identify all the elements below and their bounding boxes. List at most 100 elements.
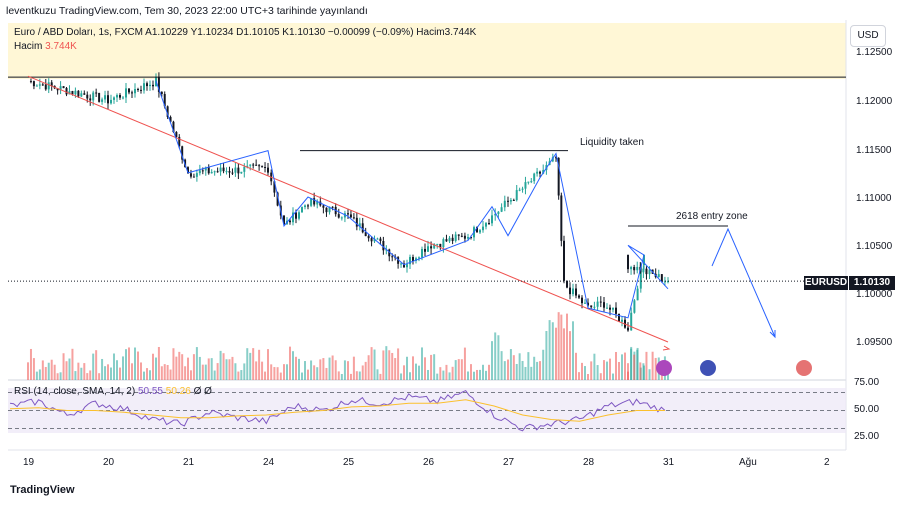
candle-body <box>367 236 370 239</box>
candle-body <box>663 281 666 283</box>
volume-bar <box>412 356 414 380</box>
last-price-tag: 1.10130 <box>849 276 895 290</box>
volume-bar <box>509 349 512 380</box>
volume-bar <box>560 314 563 380</box>
volume-bar <box>98 373 101 380</box>
event-us-flag-icon[interactable] <box>796 360 812 376</box>
volume-bar <box>198 356 201 380</box>
volume-bar <box>497 335 500 380</box>
candle-body <box>612 307 614 310</box>
candle-body <box>216 171 219 173</box>
candle-body <box>243 166 246 172</box>
volume-bar <box>388 350 391 380</box>
candle-body <box>572 288 574 295</box>
x-tick: Ağu <box>739 457 757 468</box>
volume-bar <box>276 367 279 380</box>
volume-bar <box>134 347 136 380</box>
currency-button[interactable]: USD <box>850 25 886 47</box>
volume-bar <box>340 373 343 380</box>
candle-body <box>494 214 497 216</box>
candle-body <box>551 157 554 162</box>
candle-body <box>225 171 228 173</box>
volume-bar <box>140 362 142 380</box>
volume-bar <box>166 365 169 380</box>
candle-body <box>621 319 623 322</box>
candle-body <box>301 207 303 213</box>
volume-bar <box>539 361 541 380</box>
volume-bar <box>609 358 611 380</box>
candle-body <box>175 132 178 137</box>
candle-body <box>128 88 130 93</box>
candle-body <box>80 93 83 97</box>
event-globe-icon[interactable] <box>700 360 716 376</box>
candle-body <box>322 205 325 208</box>
candle-body <box>113 97 115 100</box>
candle-body <box>352 217 355 219</box>
volume-bar <box>89 370 92 380</box>
candle-body <box>264 167 267 169</box>
candle-body <box>110 99 112 104</box>
candle-body <box>376 238 379 240</box>
volume-label: Hacim <box>14 41 43 52</box>
candle-body <box>500 207 503 212</box>
candle-body <box>134 89 136 94</box>
x-tick: 27 <box>503 457 515 468</box>
candle-body <box>382 240 385 251</box>
candle-body <box>249 164 252 166</box>
volume-bar <box>603 360 605 380</box>
candle-body <box>439 243 442 248</box>
volume-bar <box>485 370 487 380</box>
event-flash-icon[interactable] <box>656 360 672 376</box>
candle-body <box>515 190 518 201</box>
candle-body <box>101 99 104 102</box>
candle-body <box>258 165 261 167</box>
candle-body <box>47 82 50 90</box>
volume-bar <box>347 361 349 380</box>
candle-body <box>427 246 429 252</box>
volume-bar <box>157 346 160 380</box>
candle-body <box>557 157 560 196</box>
volume-bar <box>436 373 439 380</box>
candle-body <box>430 246 433 249</box>
volume-bar <box>319 359 322 380</box>
tradingview-logo[interactable]: TradingView <box>10 484 75 496</box>
candle-body <box>283 215 285 225</box>
candle-body <box>77 90 80 97</box>
candle-body <box>187 167 189 174</box>
candle-body <box>642 268 645 273</box>
candle-body <box>606 307 608 309</box>
candle-body <box>204 167 207 171</box>
candle-body <box>657 274 660 278</box>
volume-bar <box>225 359 228 380</box>
volume-bar <box>379 373 382 380</box>
candle-body <box>56 88 59 91</box>
volume-bar <box>424 357 426 380</box>
volume-bar <box>74 371 77 380</box>
volume-bar <box>252 348 255 380</box>
candle-body <box>627 327 629 331</box>
candle-body <box>160 91 163 94</box>
candle-body <box>143 83 145 91</box>
volume-bar <box>494 332 497 380</box>
candle-body <box>587 302 589 306</box>
candle-body <box>307 205 309 207</box>
candle-body <box>178 136 181 147</box>
candle-body <box>470 237 472 239</box>
candle-body <box>234 167 237 173</box>
candle-body <box>222 167 225 172</box>
candle-body <box>355 217 358 227</box>
volume-bar <box>343 360 346 380</box>
candle-body <box>166 106 169 117</box>
volume-bar <box>442 370 445 380</box>
volume-bar <box>430 354 433 380</box>
published-caption: leventkuzu TradingView.com, Tem 30, 2023… <box>6 5 368 17</box>
candle-body <box>403 263 405 268</box>
volume-bar <box>50 359 53 380</box>
volume-bar <box>627 363 629 380</box>
volume-bar <box>473 371 475 380</box>
volume-bar <box>606 361 608 380</box>
volume-bar <box>500 351 503 380</box>
x-tick: 31 <box>663 457 675 468</box>
candle-body <box>512 199 515 201</box>
candle-body <box>521 188 524 190</box>
